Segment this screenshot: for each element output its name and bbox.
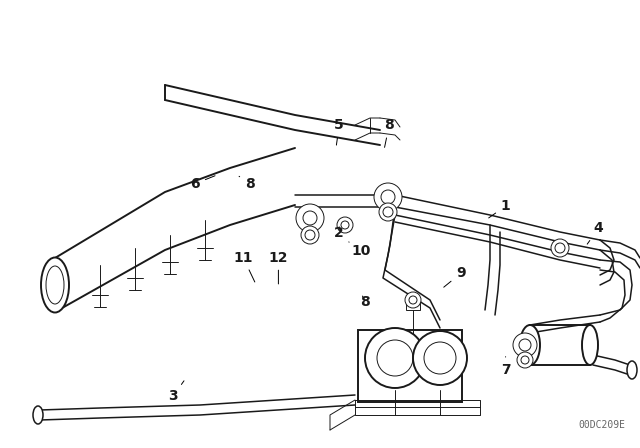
Text: 4: 4 [588,221,604,244]
Ellipse shape [41,258,69,313]
Text: 3: 3 [168,381,184,404]
Circle shape [517,352,533,368]
Circle shape [405,292,421,308]
Circle shape [341,221,349,229]
Circle shape [521,356,529,364]
Circle shape [381,190,395,204]
Circle shape [555,243,565,253]
Circle shape [519,339,531,351]
Ellipse shape [46,266,64,304]
Circle shape [513,333,537,357]
Ellipse shape [33,406,43,424]
Text: 1: 1 [489,199,511,218]
Circle shape [374,183,402,211]
Text: 10: 10 [349,242,371,258]
Text: 6: 6 [190,176,215,191]
Circle shape [379,203,397,221]
Text: 11: 11 [234,250,255,282]
Text: 7: 7 [500,357,511,377]
Text: 8: 8 [239,177,255,191]
Circle shape [303,211,317,225]
Circle shape [365,328,425,388]
Circle shape [551,239,569,257]
Text: 8: 8 [360,295,370,310]
Text: 2: 2 [334,226,344,240]
Text: 00DC209E: 00DC209E [578,420,625,430]
Bar [406,302,420,310]
Ellipse shape [520,325,540,365]
Text: 12: 12 [269,250,288,284]
Ellipse shape [582,325,598,365]
Circle shape [409,296,417,304]
Circle shape [413,331,467,385]
Text: 8: 8 [384,118,394,147]
FancyBboxPatch shape [358,330,462,402]
Circle shape [305,230,315,240]
Text: 5: 5 [334,118,344,145]
Ellipse shape [627,361,637,379]
Circle shape [383,207,393,217]
Circle shape [424,342,456,374]
Circle shape [337,217,353,233]
Circle shape [296,204,324,232]
Text: 9: 9 [444,266,466,287]
Circle shape [301,226,319,244]
Circle shape [377,340,413,376]
